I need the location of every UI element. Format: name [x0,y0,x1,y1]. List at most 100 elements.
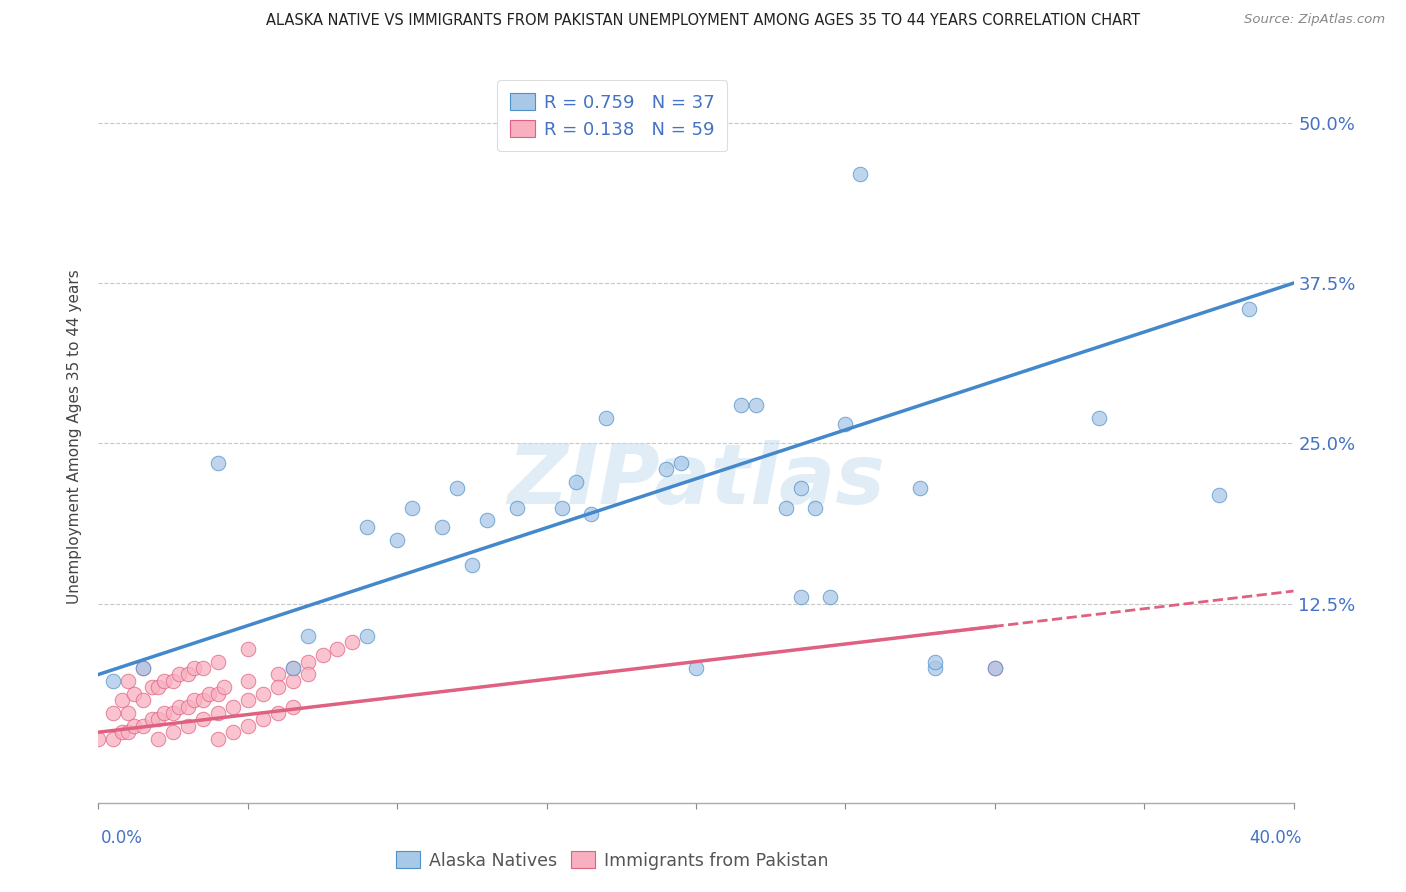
Point [236,641,259,656]
Point [984,661,1007,675]
Point [326,641,349,656]
Text: Source: ZipAtlas.com: Source: ZipAtlas.com [1244,13,1385,27]
Point [132,719,155,733]
Point [297,667,319,681]
Point [804,500,827,515]
Point [124,719,146,733]
Point [385,533,409,547]
Point [148,712,170,726]
Point [1237,301,1260,316]
Point [162,673,184,688]
Point [207,456,229,470]
Point [655,462,678,476]
Point [775,500,797,515]
Point [148,731,170,746]
Point [111,693,134,707]
Point [222,699,245,714]
Point [849,167,872,181]
Point [207,687,229,701]
Point [565,475,588,489]
Point [207,706,229,720]
Point [252,712,274,726]
Point [207,731,229,746]
Point [908,482,931,496]
Point [236,719,259,733]
Point [167,699,190,714]
Point [281,699,304,714]
Point [236,673,259,688]
Text: ZIPatlas: ZIPatlas [508,441,884,522]
Point [212,681,235,695]
Text: 40.0%: 40.0% [1250,829,1302,847]
Point [177,699,200,714]
Point [153,706,176,720]
Text: ALASKA NATIVE VS IMMIGRANTS FROM PAKISTAN UNEMPLOYMENT AMONG AGES 35 TO 44 YEARS: ALASKA NATIVE VS IMMIGRANTS FROM PAKISTA… [266,13,1140,29]
Point [924,661,946,675]
Point [820,591,842,605]
Point [356,520,378,534]
Point [183,661,205,675]
Point [356,629,378,643]
Point [401,500,423,515]
Point [550,500,572,515]
Point [730,398,752,412]
Point [297,629,319,643]
Point [789,482,811,496]
Point [745,398,768,412]
Point [198,687,221,701]
Point [191,712,214,726]
Point [132,661,155,675]
Point [177,719,200,733]
Point [183,693,205,707]
Point [581,507,603,521]
Point [685,661,707,675]
Point [475,514,498,528]
Text: 0.0%: 0.0% [101,829,143,847]
Point [669,456,692,470]
Point [103,706,125,720]
Point [191,693,214,707]
Point [1208,488,1230,502]
Point [236,693,259,707]
Point [924,655,946,669]
Point [267,667,290,681]
Point [252,687,274,701]
Point [267,706,290,720]
Point [430,520,453,534]
Point [177,667,200,681]
Point [207,655,229,669]
Point [141,712,163,726]
Point [311,648,333,663]
Point [117,706,139,720]
Point [506,500,529,515]
Point [281,661,304,675]
Point [595,410,617,425]
Point [191,661,214,675]
Point [124,687,146,701]
Point [87,731,110,746]
Point [222,725,245,739]
Point [461,558,484,573]
Y-axis label: Unemployment Among Ages 35 to 44 years: Unemployment Among Ages 35 to 44 years [67,269,83,605]
Point [281,673,304,688]
Point [984,661,1007,675]
Point [117,725,139,739]
Point [117,673,139,688]
Point [342,635,364,649]
Point [103,673,125,688]
Legend: Alaska Natives, Immigrants from Pakistan: Alaska Natives, Immigrants from Pakistan [388,843,837,879]
Point [153,673,176,688]
Point [834,417,856,432]
Point [281,661,304,675]
Point [167,667,190,681]
Point [162,725,184,739]
Point [148,681,170,695]
Point [446,482,468,496]
Point [132,693,155,707]
Point [141,681,163,695]
Point [267,681,290,695]
Point [1088,410,1111,425]
Point [789,591,811,605]
Point [103,731,125,746]
Point [132,661,155,675]
